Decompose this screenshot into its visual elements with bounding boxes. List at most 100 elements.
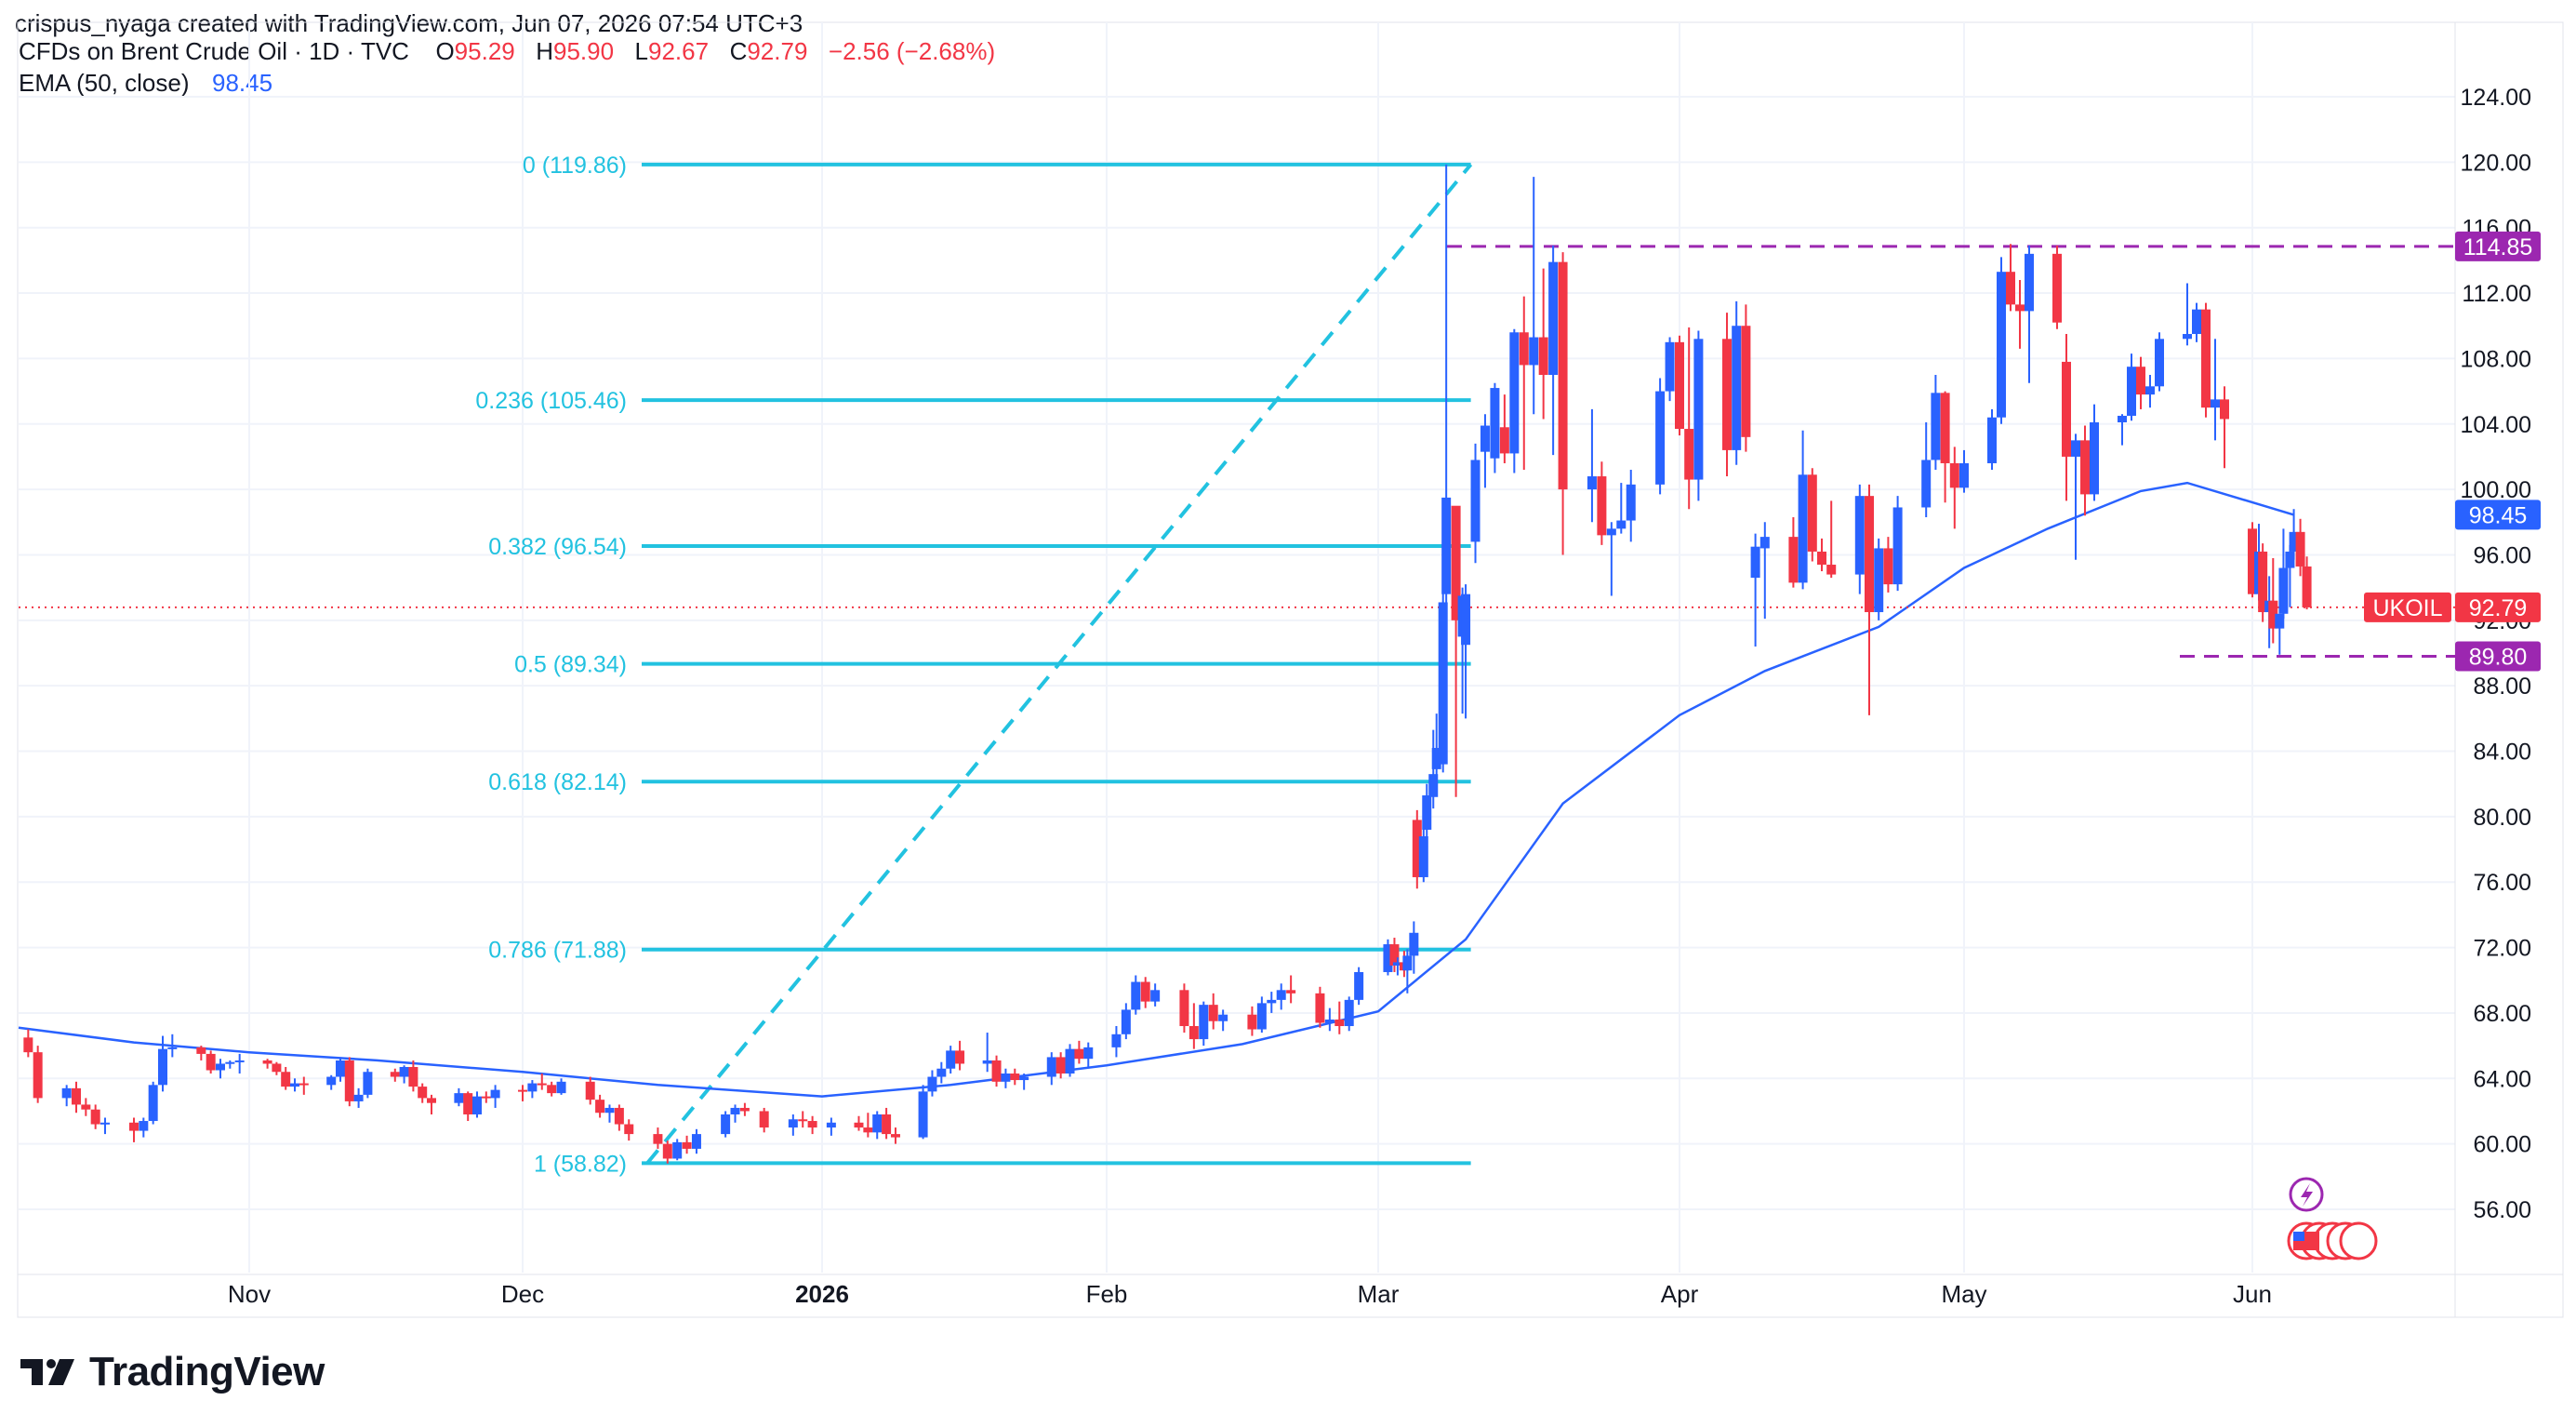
candle-body <box>1428 774 1439 797</box>
candle-body <box>2118 415 2127 423</box>
candle-body <box>1750 546 1760 579</box>
ema-label[interactable]: EMA (50, close) <box>19 69 190 97</box>
candle-body <box>1722 339 1732 450</box>
candle-body <box>1286 990 1296 994</box>
candle-body <box>2062 361 2071 457</box>
candle-body <box>299 1083 309 1086</box>
y-tick-label: 68.00 <box>2473 1001 2531 1027</box>
candle-body <box>537 1083 547 1086</box>
candle-body <box>100 1122 110 1125</box>
candle-body <box>946 1050 956 1069</box>
symbol-tag-bg <box>2364 592 2451 622</box>
level-tag-upper-bg <box>2455 231 2541 261</box>
candle-body <box>344 1060 354 1101</box>
candle-body <box>148 1085 158 1122</box>
y-tick-label: 64.00 <box>2473 1066 2531 1092</box>
x-tick-label: 2026 <box>795 1280 849 1308</box>
candle-body <box>527 1083 538 1092</box>
tradingview-logo[interactable]: TradingView <box>19 1349 325 1395</box>
open-label: O <box>435 37 455 65</box>
change-value: −2.56 (−2.68%) <box>828 37 996 65</box>
candle-body <box>158 1048 167 1086</box>
candle-body <box>1529 337 1539 366</box>
candle-body <box>399 1066 409 1077</box>
candle-body <box>798 1119 808 1122</box>
candle-body <box>1010 1074 1020 1081</box>
candle-body <box>129 1122 139 1131</box>
candle-body <box>1675 341 1684 430</box>
symbol-legend: CFDs on Brent Crude Oil · 1D · TVC O95.2… <box>19 35 995 99</box>
low-label: L <box>634 37 649 65</box>
candle-body <box>454 1093 464 1103</box>
candle-body <box>991 1060 1002 1082</box>
open-value: 95.29 <box>454 37 515 65</box>
y-tick-label: 124.00 <box>2461 85 2531 111</box>
candle-body <box>363 1072 373 1095</box>
candle-body <box>1997 272 2006 418</box>
candle-body <box>2145 386 2155 395</box>
candle-body <box>1438 602 1448 765</box>
y-tick-label: 60.00 <box>2473 1132 2531 1158</box>
candle-body <box>1188 1026 1199 1040</box>
ema-price-tag-bg <box>2455 500 2541 530</box>
candle-body <box>682 1141 692 1149</box>
us-flag-canton-icon <box>2293 1232 2304 1241</box>
candle-body <box>759 1111 769 1128</box>
fib-level-label: 1 (58.82) <box>534 1151 627 1177</box>
candle-body <box>2080 440 2090 495</box>
candle-body <box>216 1063 225 1071</box>
candle-body <box>1921 460 1932 508</box>
candle-body <box>1056 1057 1066 1074</box>
candle-body <box>1392 962 1402 966</box>
candle-body <box>1256 1003 1267 1030</box>
candle-body <box>1267 999 1277 1004</box>
candle-body <box>2211 399 2220 408</box>
candle-body <box>1074 1048 1084 1060</box>
candle-body <box>1883 548 1893 585</box>
candle-body <box>139 1121 149 1131</box>
candle-body <box>1418 835 1428 877</box>
candle-body <box>1490 388 1500 459</box>
candle-body <box>1441 497 1452 594</box>
candle-body <box>1179 990 1189 1027</box>
candle-body <box>1587 476 1597 490</box>
candle-body <box>1480 425 1490 452</box>
symbol-tag: UKOIL <box>2372 595 2442 621</box>
candle-body <box>1655 391 1666 485</box>
symbol-name[interactable]: CFDs on Brent Crude Oil · 1D · TVC <box>19 37 409 65</box>
fib-level-label: 0 (119.86) <box>523 153 627 179</box>
candle-body <box>624 1124 634 1135</box>
candle-body <box>1344 999 1354 1027</box>
candle-body <box>1798 474 1808 583</box>
candle-body <box>234 1060 245 1062</box>
candle-body <box>1538 337 1548 375</box>
lightning-bolt-icon <box>2301 1183 2313 1207</box>
candle-body <box>290 1083 299 1087</box>
candle-body <box>1383 944 1393 972</box>
candle-body <box>2015 304 2025 312</box>
candle-body <box>1402 955 1413 971</box>
candle-body <box>2268 600 2278 629</box>
fib-level-label: 0.618 (82.14) <box>488 769 627 795</box>
author-credit: crispus_nyaga created with TradingView.c… <box>15 9 803 37</box>
candle-body <box>206 1053 216 1071</box>
fib-trend-line <box>645 163 1473 1165</box>
candle-body <box>547 1085 557 1094</box>
candle-body <box>1140 981 1150 1002</box>
candle-body <box>890 1134 900 1138</box>
us-flag-event-icon <box>2339 1221 2378 1260</box>
ema-value: 98.45 <box>211 69 273 97</box>
x-tick-label: Feb <box>1086 1280 1128 1308</box>
candle-body <box>1208 1005 1218 1021</box>
candle-body <box>196 1047 206 1054</box>
candle-body <box>1121 1009 1131 1034</box>
candle-body <box>490 1089 500 1099</box>
candle-body <box>1422 795 1432 830</box>
candle-body <box>2192 309 2201 335</box>
candle-body <box>653 1134 663 1144</box>
candle-body <box>730 1107 740 1114</box>
high-label: H <box>536 37 553 65</box>
candle-body <box>614 1107 624 1125</box>
last-price-tag-bg <box>2455 592 2541 622</box>
